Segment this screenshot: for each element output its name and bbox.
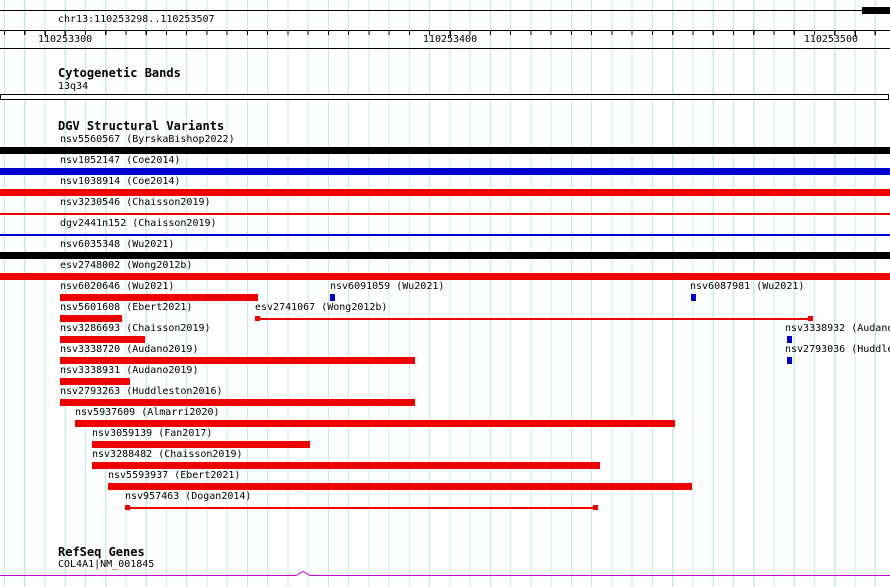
variant-row: nsv1038914 (Coe2014)	[0, 176, 890, 197]
variant-glyph-box[interactable]	[60, 315, 122, 322]
ruler-major-tick	[855, 30, 856, 37]
variant-label[interactable]: nsv6091059 (Wu2021)	[330, 281, 445, 292]
cytobands-title: Cytogenetic Bands	[58, 66, 181, 80]
variant-row: nsv3059139 (Fan2017)	[0, 428, 890, 449]
variant-label[interactable]: nsv5560567 (ByrskaBishop2022)	[60, 134, 235, 145]
region-label: chr13:110253298..110253507	[58, 14, 215, 25]
variant-row: nsv3288482 (Chaisson2019)	[0, 449, 890, 470]
variant-glyph-box[interactable]	[60, 294, 258, 301]
variant-glyph-box[interactable]	[0, 189, 890, 196]
cytoband-glyph[interactable]	[0, 94, 889, 100]
variant-glyph-box[interactable]	[75, 420, 675, 427]
variant-glyph-box[interactable]	[0, 273, 890, 280]
variant-label[interactable]: nsv5601608 (Ebert2021)	[60, 302, 193, 313]
variant-label[interactable]: nsv1038914 (Coe2014)	[60, 176, 181, 187]
variant-glyph-point[interactable]	[787, 357, 792, 364]
variant-label[interactable]: nsv3338932 (Audano2019)	[785, 323, 890, 334]
variant-row: nsv5560567 (ByrskaBishop2022)	[0, 134, 890, 155]
variant-label[interactable]: esv2741067 (Wong2012b)	[255, 302, 388, 313]
variant-label[interactable]: nsv2793263 (Huddleston2016)	[60, 386, 223, 397]
ruler-major-tick	[450, 30, 451, 37]
variant-label[interactable]: nsv957463 (Dogan2014)	[125, 491, 252, 502]
variant-glyph-box[interactable]	[108, 483, 692, 490]
variant-glyph-box[interactable]	[60, 357, 415, 364]
variant-row: nsv2793263 (Huddleston2016)	[0, 386, 890, 407]
variant-label[interactable]: nsv1052147 (Coe2014)	[60, 155, 181, 166]
selected-region-box[interactable]	[862, 7, 890, 14]
ruler-tick-label: 110253500	[803, 34, 858, 45]
variant-row: nsv3230546 (Chaisson2019)	[0, 197, 890, 218]
variant-label[interactable]: nsv3338720 (Audano2019)	[60, 344, 199, 355]
ruler-tick-label: 110253300	[38, 34, 93, 45]
variant-glyph-box[interactable]	[0, 252, 890, 259]
variant-row: nsv5593937 (Ebert2021)	[0, 470, 890, 491]
ruler-minor-ticks	[4, 31, 890, 35]
variant-glyph-thinline[interactable]	[0, 213, 890, 215]
variant-glyph-box[interactable]	[0, 147, 890, 154]
variant-row: nsv3286693 (Chaisson2019) nsv3338932 (Aud…	[0, 323, 890, 344]
dgv-rows: nsv5560567 (ByrskaBishop2022) nsv1052147 …	[0, 134, 890, 512]
ruler-tick-label: 110253400	[422, 34, 478, 45]
variant-row: nsv5937609 (Almarri2020)	[0, 407, 890, 428]
variant-glyph-thinline[interactable]	[0, 234, 890, 236]
variant-row: nsv3338720 (Audano2019) nsv2793036 (Huddl…	[0, 344, 890, 365]
variant-row: nsv1052147 (Coe2014)	[0, 155, 890, 176]
variant-glyph-endline[interactable]	[125, 505, 598, 510]
variant-label[interactable]: nsv3059139 (Fan2017)	[92, 428, 213, 439]
cytoband-label: 13q34	[58, 81, 89, 92]
variant-glyph-box[interactable]	[60, 399, 415, 406]
variant-glyph-box[interactable]	[92, 441, 310, 448]
variant-row: esv2748002 (Wong2012b)	[0, 260, 890, 281]
variant-row: nsv5601608 (Ebert2021) esv2741067 (Wong20…	[0, 302, 890, 323]
variant-label[interactable]: nsv3286693 (Chaisson2019)	[60, 323, 211, 334]
variant-label[interactable]: nsv2793036 (Huddleston2016)	[785, 344, 890, 355]
ruler-bottom-line	[0, 48, 890, 49]
ruler-line	[0, 30, 890, 31]
variant-label[interactable]: esv2748002 (Wong2012b)	[60, 260, 193, 271]
variant-row: nsv3338931 (Audano2019)	[0, 365, 890, 386]
variant-label[interactable]: nsv3338931 (Audano2019)	[60, 365, 199, 376]
variant-row: nsv6035348 (Wu2021)	[0, 239, 890, 260]
variant-label[interactable]: nsv5937609 (Almarri2020)	[75, 407, 220, 418]
variant-row: nsv957463 (Dogan2014)	[0, 491, 890, 512]
variant-label[interactable]: nsv6035348 (Wu2021)	[60, 239, 175, 250]
variant-glyph-point[interactable]	[787, 336, 792, 343]
variant-label[interactable]: nsv3230546 (Chaisson2019)	[60, 197, 211, 208]
gene-label[interactable]: COL4A1|NM_001845	[58, 559, 155, 570]
variant-label[interactable]: nsv3288482 (Chaisson2019)	[92, 449, 243, 460]
variant-label[interactable]: nsv5593937 (Ebert2021)	[108, 470, 241, 481]
variant-glyph-point[interactable]	[330, 294, 335, 301]
variant-glyph-box[interactable]	[0, 168, 890, 175]
dgv-title: DGV Structural Variants	[58, 119, 225, 133]
variant-label[interactable]: nsv6087981 (Wu2021)	[690, 281, 805, 292]
gene-glyph[interactable]	[0, 571, 890, 579]
variant-row: dgv2441n152 (Chaisson2019)	[0, 218, 890, 239]
variant-glyph-box[interactable]	[92, 462, 600, 469]
gene-glyph-path[interactable]	[0, 571, 890, 576]
variant-row: nsv6020646 (Wu2021) nsv6091059 (Wu2021) ns…	[0, 281, 890, 302]
ruler-major-tick	[45, 30, 46, 37]
variant-glyph-box[interactable]	[60, 378, 130, 385]
variant-glyph-point[interactable]	[691, 294, 696, 301]
variant-label[interactable]: nsv6020646 (Wu2021)	[60, 281, 175, 292]
variant-glyph-box[interactable]	[60, 336, 145, 343]
variant-label[interactable]: dgv2441n152 (Chaisson2019)	[60, 218, 217, 229]
refseq-title: RefSeq Genes	[58, 545, 145, 559]
variant-glyph-endline[interactable]	[255, 316, 813, 321]
overview-line	[0, 10, 890, 11]
